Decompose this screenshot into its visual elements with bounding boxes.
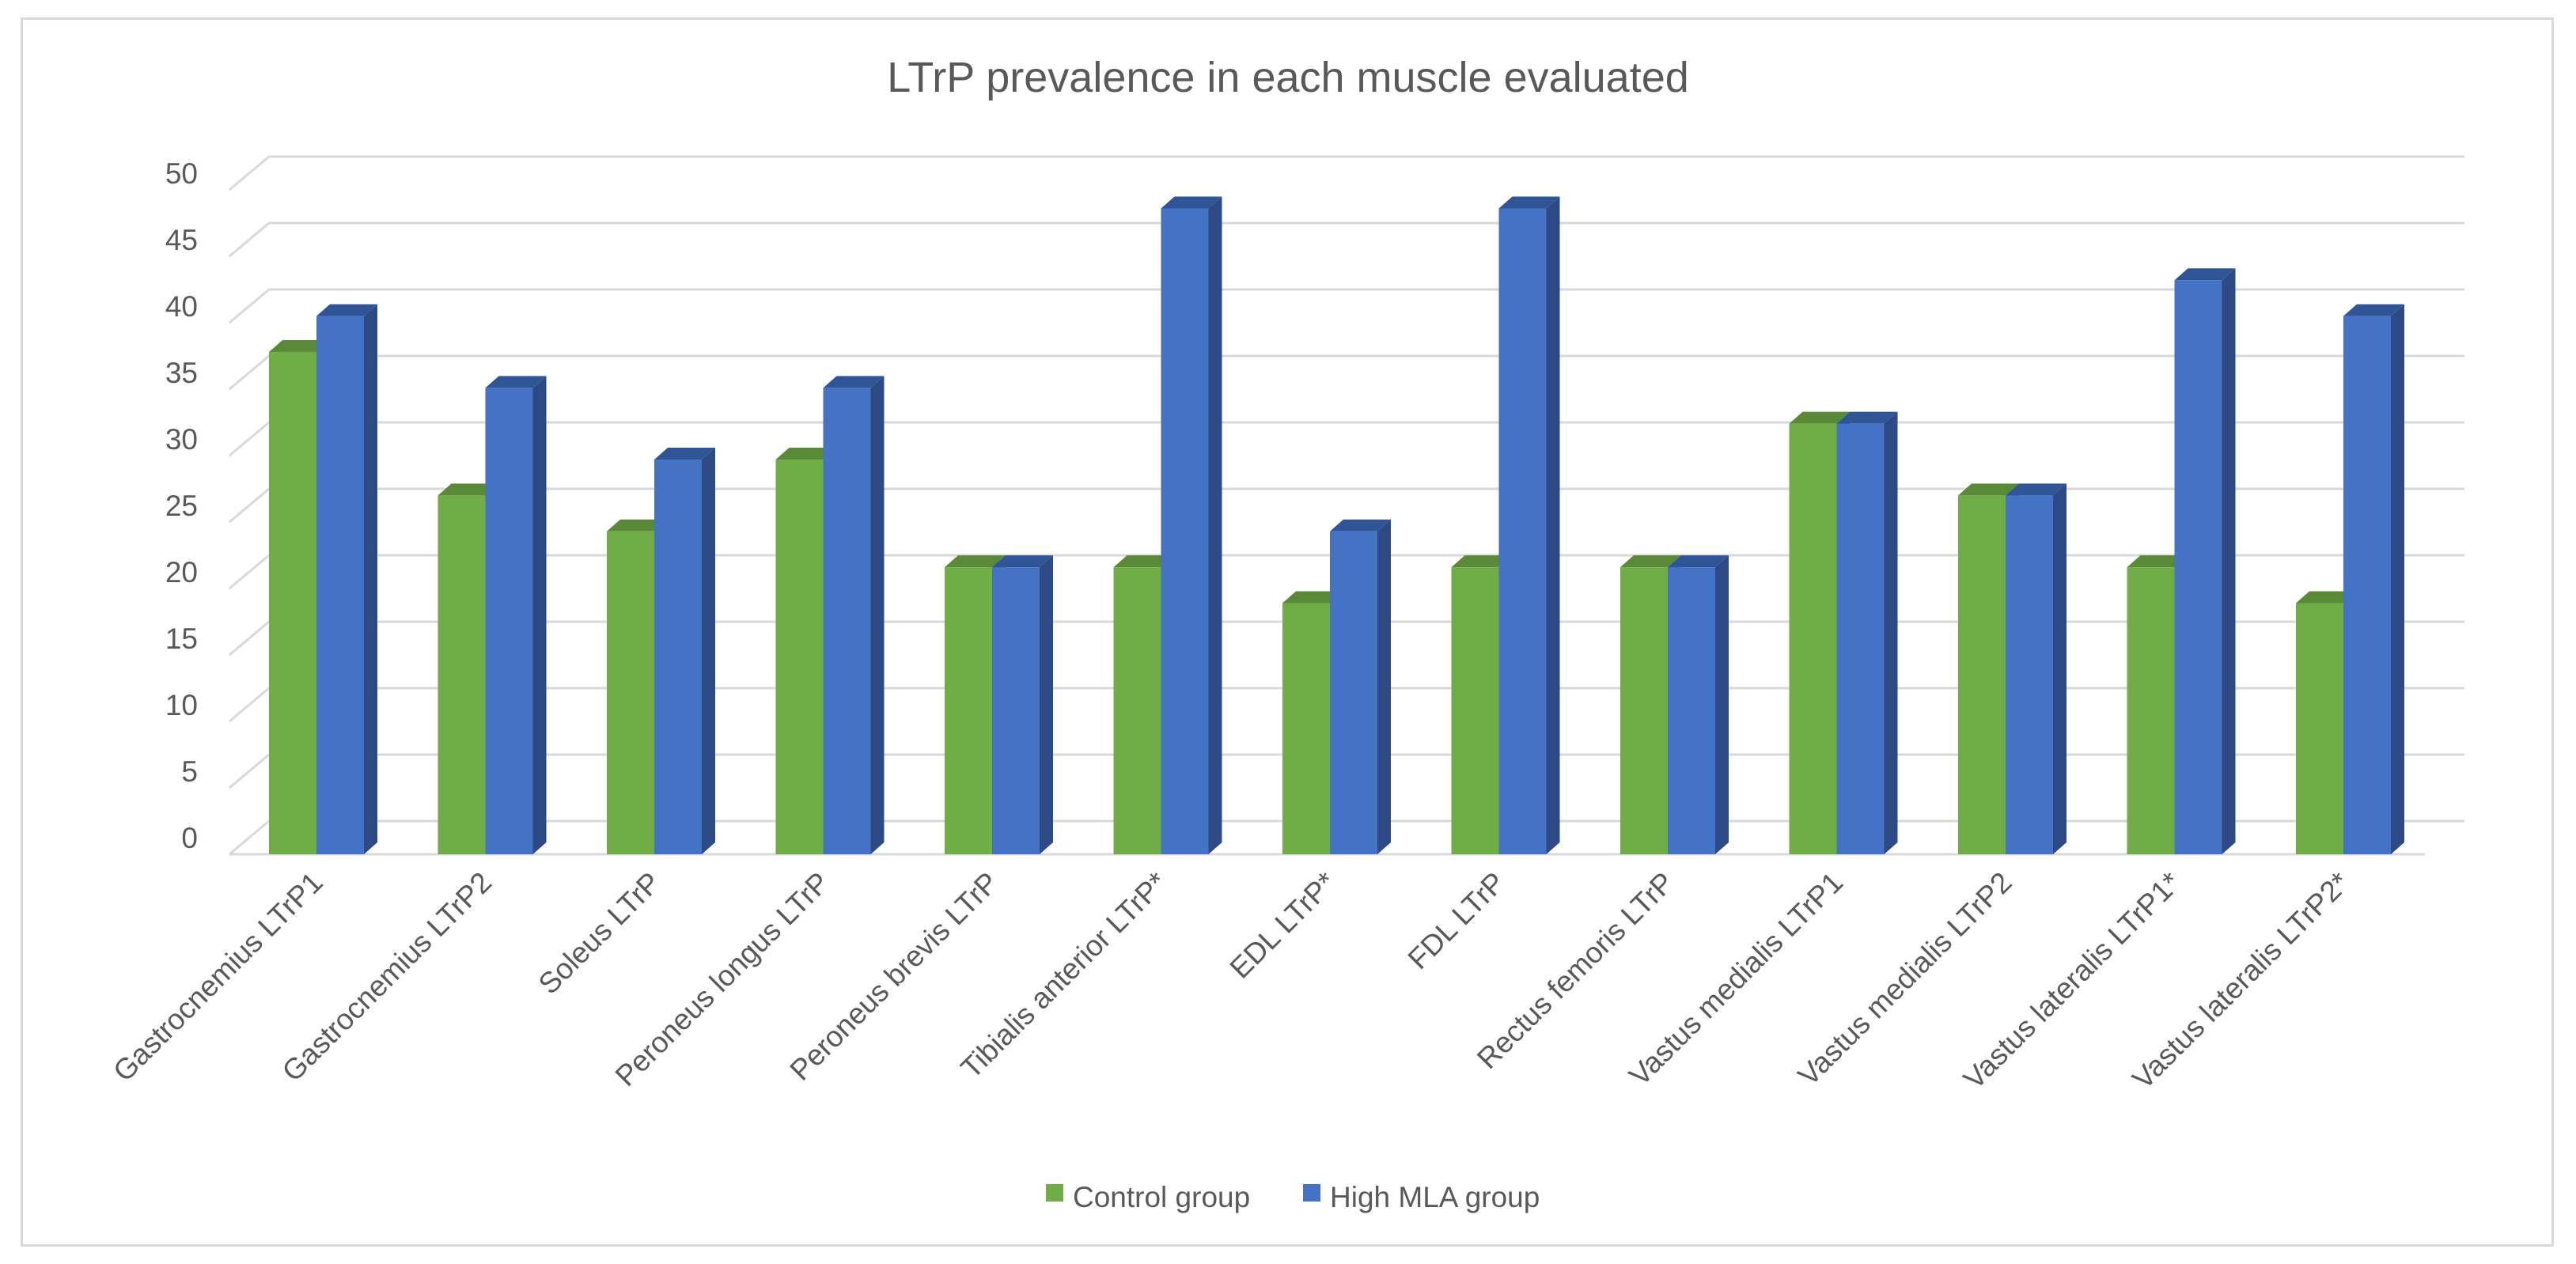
y-tick-label: 35 (165, 357, 198, 389)
legend-label: Control group (1073, 1181, 1250, 1213)
y-tick-label: 40 (165, 290, 198, 323)
bar-high-mla-9 (1836, 411, 1898, 854)
bar-high-mla-7 (1498, 196, 1560, 854)
legend-swatch (1046, 1184, 1063, 1202)
y-tick-label: 0 (181, 822, 198, 854)
bar-high-mla-6 (1330, 519, 1391, 854)
y-axis-ticks: 0 5 10 15 20 25 30 35 40 45 50 (165, 157, 198, 854)
gridline (229, 354, 2464, 391)
legend-swatch (1303, 1184, 1320, 1202)
legend-item-control: Control group (1046, 1181, 1250, 1213)
y-tick-label: 15 (165, 623, 198, 655)
gridline (229, 288, 2464, 324)
gridline (229, 421, 2464, 457)
y-tick-label: 50 (165, 157, 198, 190)
bar-high-mla-1 (485, 376, 547, 854)
legend: Control group High MLA group (1046, 1181, 1540, 1213)
category-label: EDL LTrP* (1224, 866, 1343, 985)
gridline (229, 221, 2464, 258)
y-tick-label: 10 (165, 689, 198, 721)
y-tick-label: 45 (165, 224, 198, 256)
bars (269, 196, 2404, 855)
bar-high-mla-10 (2006, 483, 2066, 854)
category-label: Soleus LTrP (532, 866, 667, 1001)
y-tick-label: 5 (181, 755, 198, 788)
gridline (229, 155, 2464, 191)
bar-high-mla-5 (1161, 196, 1222, 854)
bar-high-mla-0 (316, 304, 377, 855)
y-tick-label: 25 (165, 490, 198, 522)
bar-high-mla-11 (2174, 268, 2236, 854)
gridlines (229, 155, 2464, 856)
chart-title: LTrP prevalence in each muscle evaluated (887, 54, 1689, 101)
category-label: FDL LTrP (1402, 866, 1512, 976)
gridline (229, 487, 2464, 524)
bar-high-mla-3 (823, 376, 885, 854)
legend-label: High MLA group (1330, 1181, 1540, 1213)
bar-high-mla-8 (1668, 555, 1729, 854)
y-tick-label: 30 (165, 423, 198, 456)
y-tick-label: 20 (165, 556, 198, 588)
bar-high-mla-2 (654, 448, 715, 854)
legend-item-high-mla: High MLA group (1303, 1181, 1540, 1213)
bar-high-mla-12 (2343, 304, 2404, 855)
bar-high-mla-4 (992, 555, 1053, 854)
bar-control-2 (607, 519, 668, 854)
